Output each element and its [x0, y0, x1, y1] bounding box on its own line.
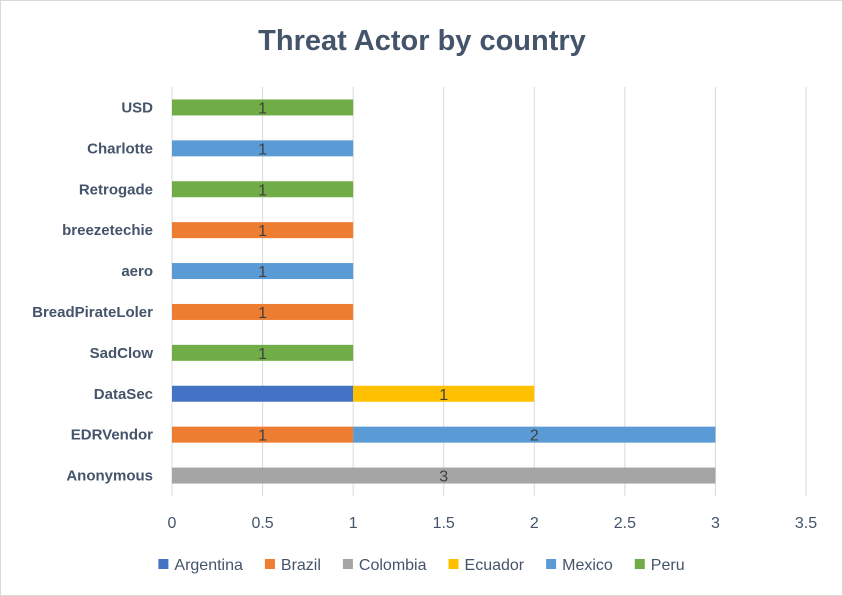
x-axis-tick-labels: 0 0.5 1 1.5 2 2.5 3 3.5	[168, 515, 818, 532]
category-label: USD	[121, 99, 153, 116]
category-label: SadClow	[90, 345, 154, 362]
legend-swatch	[546, 559, 557, 569]
legend-item-ecuador: Ecuador	[448, 557, 525, 574]
legend-item-argentina: Argentina	[158, 557, 243, 574]
bar-brazil	[172, 426, 354, 443]
category-label: aero	[121, 263, 153, 280]
category-label: BreadPirateLoler	[32, 304, 153, 321]
category-label: Anonymous	[66, 468, 153, 485]
bar-ecuador	[353, 385, 535, 402]
x-tick-label: 1	[349, 515, 358, 532]
data-label: 1	[258, 182, 267, 199]
data-label: 1	[258, 223, 267, 240]
category-label: Charlotte	[87, 140, 153, 157]
x-tick-label: 2	[530, 515, 539, 532]
x-tick-label: 3	[711, 515, 720, 532]
legend-item-mexico: Mexico	[546, 557, 613, 574]
x-tick-label: 0.5	[251, 515, 273, 532]
legend-item-colombia: Colombia	[342, 557, 427, 574]
legend-label: Peru	[651, 557, 685, 574]
legend-swatch	[158, 559, 169, 569]
bar-mexico	[353, 426, 716, 443]
bar-peru	[172, 181, 354, 198]
data-label: 1	[439, 387, 448, 404]
legend-item-brazil: Brazil	[264, 557, 321, 574]
data-label: 1	[258, 346, 267, 363]
data-label: 1	[258, 428, 267, 445]
bar-mexico	[172, 140, 354, 157]
bar-mexico	[172, 263, 354, 280]
bar-brazil	[172, 303, 354, 320]
legend-swatch	[264, 559, 275, 569]
x-tick-label: 2.5	[614, 515, 636, 532]
data-label: 1	[258, 264, 267, 281]
bar-peru	[172, 344, 354, 361]
legend-item-peru: Peru	[634, 557, 685, 574]
category-label: DataSec	[94, 386, 153, 403]
legend: Argentina Brazil Colombia Ecuador Mexico Peru	[158, 557, 685, 574]
category-label: EDRVendor	[71, 427, 153, 444]
bar-argentina	[172, 385, 354, 402]
bars: 3 1 2 1 1 1 1 1 1 1 1	[172, 99, 716, 486]
data-label: 3	[439, 469, 448, 486]
data-label: 1	[258, 100, 267, 117]
x-tick-label: 1.5	[433, 515, 455, 532]
legend-label: Colombia	[359, 557, 427, 574]
legend-label: Brazil	[281, 557, 321, 574]
legend-swatch	[448, 559, 459, 569]
bar-peru	[172, 99, 354, 116]
category-labels: Anonymous EDRVendor DataSec SadClow BreadPir…	[32, 99, 153, 484]
x-tick-label: 0	[168, 515, 177, 532]
legend-swatch	[342, 559, 353, 569]
x-tick-label: 3.5	[795, 515, 817, 532]
data-label: 1	[258, 141, 267, 158]
category-label: breezetechie	[62, 222, 153, 239]
legend-label: Argentina	[174, 557, 243, 574]
data-label: 1	[258, 305, 267, 322]
legend-label: Ecuador	[465, 557, 525, 574]
bar-brazil	[172, 222, 354, 239]
chart-title: Threat Actor by country	[258, 25, 586, 57]
category-label: Retrogade	[79, 181, 153, 198]
legend-label: Mexico	[562, 557, 613, 574]
legend-swatch	[634, 559, 645, 569]
data-label: 2	[530, 428, 539, 445]
bar-colombia	[172, 467, 716, 484]
